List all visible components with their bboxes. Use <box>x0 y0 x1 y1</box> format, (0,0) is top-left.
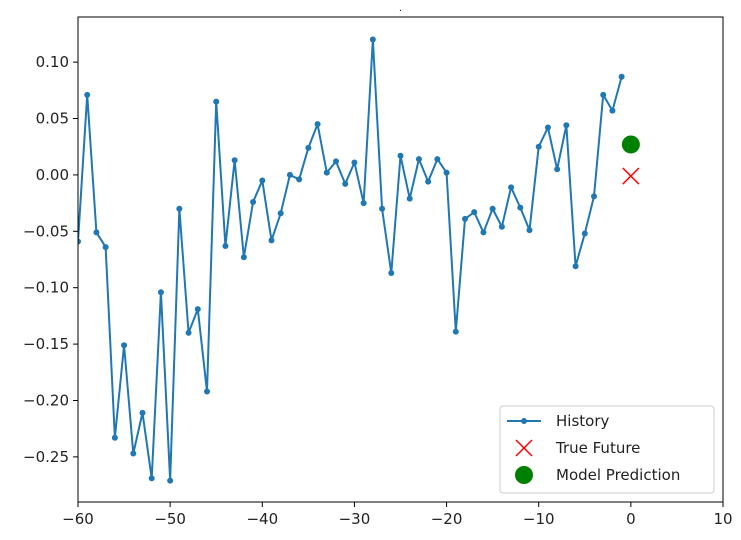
history-point <box>240 254 247 261</box>
history-point <box>305 144 312 151</box>
history-point <box>498 223 505 230</box>
true-future-marker <box>622 167 640 185</box>
history-point <box>452 328 459 335</box>
x-tick-label: −10 <box>523 510 555 528</box>
history-point <box>185 329 192 336</box>
axes-frame <box>77 16 724 503</box>
x-tick-label: −50 <box>154 510 186 528</box>
history-point <box>84 91 91 98</box>
history-point <box>369 36 376 43</box>
legend-box <box>499 405 715 494</box>
x-axis: −60 −50 −40 −30 −20 −10 0 10 <box>62 502 733 528</box>
history-point <box>544 124 551 131</box>
history-point <box>102 244 109 251</box>
x-tick-label: 10 <box>713 510 732 528</box>
history-point <box>213 98 220 105</box>
history-point <box>526 227 533 234</box>
history-point <box>176 205 183 212</box>
legend-label: History <box>556 412 609 430</box>
history-point <box>121 342 128 349</box>
history-point <box>397 152 404 159</box>
y-tick-label: −0.25 <box>23 448 69 466</box>
x-tick-label: −60 <box>62 510 94 528</box>
history-line <box>78 38 623 482</box>
history-point <box>277 210 284 217</box>
history-point <box>480 229 487 236</box>
history-point <box>618 73 625 80</box>
history-point <box>572 263 579 270</box>
history-point <box>563 122 570 129</box>
history-point <box>139 409 146 416</box>
y-tick-label: 0.00 <box>36 166 69 184</box>
history-point <box>351 159 358 166</box>
history-point <box>342 180 349 187</box>
history-point <box>443 169 450 176</box>
legend: History True Future Model Prediction <box>499 405 715 494</box>
history-point <box>489 205 496 212</box>
history-point <box>167 477 174 484</box>
y-axis: −0.25 −0.20 −0.15 −0.10 −0.05 0.00 0.05 0.10 <box>23 53 78 466</box>
history-point <box>406 195 413 202</box>
history-point <box>296 176 303 183</box>
x-tick-label: −30 <box>339 510 371 528</box>
history-point <box>388 270 395 277</box>
legend-history-dot <box>521 418 527 424</box>
x-tick-label: 0 <box>626 510 636 528</box>
history-point <box>250 198 257 205</box>
x-tick-label: −40 <box>246 510 278 528</box>
history-point <box>517 204 524 211</box>
history-series <box>78 36 625 484</box>
history-point <box>204 388 210 395</box>
y-tick-label: 0.05 <box>36 110 69 128</box>
history-point <box>111 434 118 441</box>
history-point <box>148 475 155 482</box>
history-point <box>425 178 432 185</box>
history-point <box>360 200 367 207</box>
history-point <box>554 166 561 173</box>
history-point <box>78 238 81 245</box>
legend-label: Model Prediction <box>556 466 680 484</box>
history-point <box>194 306 201 313</box>
history-point <box>259 177 266 184</box>
marker-series <box>621 135 640 185</box>
history-point <box>471 209 478 216</box>
history-point <box>462 215 468 222</box>
y-tick-label: −0.05 <box>23 222 69 240</box>
legend-label: True Future <box>555 439 640 457</box>
history-point <box>591 193 597 200</box>
history-point <box>600 91 607 98</box>
y-tick-label: −0.20 <box>23 391 69 409</box>
history-point <box>535 143 542 150</box>
y-tick-label: −0.15 <box>23 335 69 353</box>
history-point <box>222 242 229 249</box>
history-point <box>415 156 422 163</box>
history-point <box>286 171 293 178</box>
history-point <box>379 205 386 212</box>
chart-title: . <box>399 3 402 14</box>
y-tick-label: −0.10 <box>23 279 69 297</box>
history-point <box>333 158 339 165</box>
history-point <box>434 156 441 163</box>
legend-model-prediction-marker <box>515 466 533 484</box>
history-point <box>581 230 588 237</box>
history-point <box>323 169 330 176</box>
history-point <box>130 450 137 457</box>
history-point <box>508 184 515 191</box>
history-point <box>231 157 238 164</box>
history-point <box>609 107 616 114</box>
y-tick-label: 0.10 <box>36 53 69 71</box>
history-point <box>314 121 321 128</box>
history-point <box>93 229 100 236</box>
history-point <box>157 289 164 296</box>
legend-true-future-marker <box>515 439 533 457</box>
model-prediction-marker <box>621 135 640 154</box>
x-tick-label: −20 <box>431 510 463 528</box>
history-point <box>268 237 275 244</box>
